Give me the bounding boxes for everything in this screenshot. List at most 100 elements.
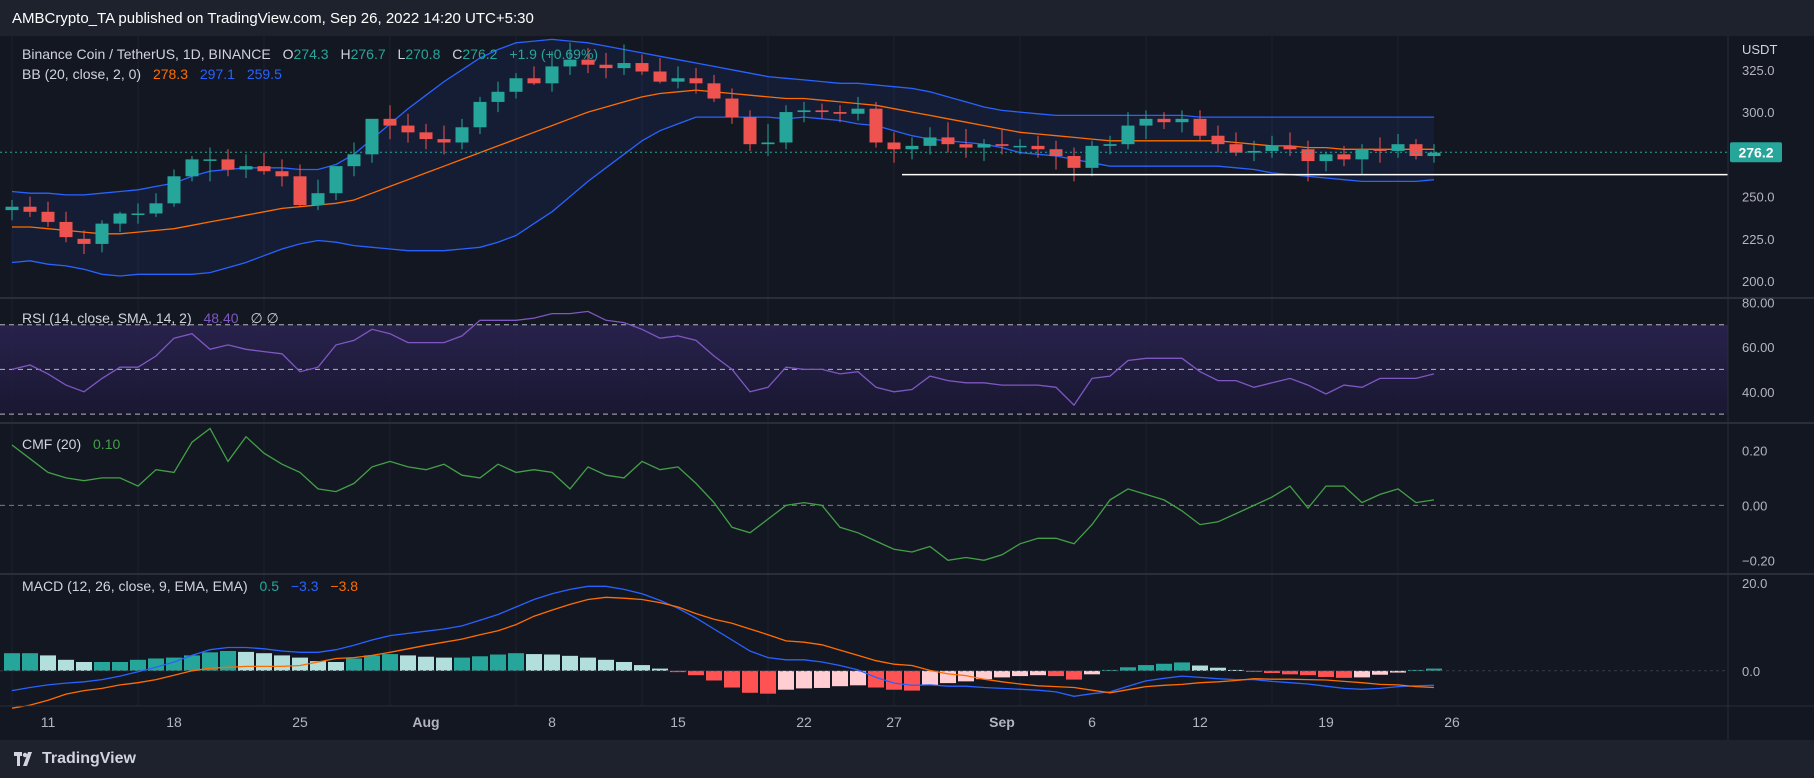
price-tick: 250.0 xyxy=(1742,190,1775,205)
rsi-line xyxy=(11,310,1435,407)
macd-signal-line xyxy=(11,596,1435,709)
macd-hist-bar xyxy=(868,670,884,688)
macd-hist-bar xyxy=(904,670,920,691)
macd-hist-bar xyxy=(724,670,740,688)
macd-hist-bar xyxy=(1426,668,1442,671)
candle-body xyxy=(581,59,595,65)
symbol-name: Binance Coin / TetherUS, 1D, BINANCE xyxy=(22,46,271,62)
macd-hist-bar xyxy=(76,662,92,671)
cmf-axis[interactable]: 0.20 0.00 −0.20 xyxy=(1742,443,1775,568)
time-axis[interactable]: 11 18 25 Aug 8 15 22 27 Sep 6 12 19 26 xyxy=(41,714,1460,730)
macd-lines xyxy=(0,585,1728,709)
time-tick: 27 xyxy=(886,714,902,730)
macd-hist-bar xyxy=(58,659,74,671)
candle-body xyxy=(1121,125,1135,145)
macd-hist-bar xyxy=(1282,670,1298,675)
candle-body xyxy=(329,166,343,194)
candle-body xyxy=(851,108,865,114)
candle-body xyxy=(1337,154,1351,160)
macd-hist-bar xyxy=(274,655,290,671)
macd-hist-bar xyxy=(1138,665,1154,671)
candle-body xyxy=(797,110,811,113)
candle-body xyxy=(635,63,649,72)
macd-legend[interactable]: MACD (12, 26, close, 9, EMA, EMA) 0.5 −3… xyxy=(22,578,358,594)
macd-hist-bar xyxy=(634,665,650,671)
price-tick: 325.0 xyxy=(1742,63,1775,78)
rsi-legend[interactable]: RSI (14, close, SMA, 14, 2) 48.40 ∅ ∅ xyxy=(22,310,279,326)
macd-hist-bar xyxy=(112,662,128,671)
candle-body xyxy=(1355,149,1369,160)
candle-body xyxy=(1211,135,1225,145)
low-value: 270.8 xyxy=(405,46,440,62)
candle-body xyxy=(437,139,451,143)
candle-body xyxy=(815,110,829,113)
macd-tick: 20.0 xyxy=(1742,576,1767,591)
macd-hist-bar xyxy=(22,653,38,671)
candle-body xyxy=(203,159,217,161)
tradingview-icon xyxy=(14,752,32,766)
macd-hist-bar xyxy=(850,670,866,686)
candle-body xyxy=(167,176,181,204)
macd-hist-bar xyxy=(508,653,524,671)
rsi-extra: ∅ ∅ xyxy=(250,310,278,326)
time-tick: 6 xyxy=(1088,714,1096,730)
macd-axis[interactable]: 20.0 0.0 xyxy=(1742,576,1767,679)
bb-basis-value: 278.3 xyxy=(153,66,188,82)
symbol-legend[interactable]: Binance Coin / TetherUS, 1D, BINANCE O27… xyxy=(22,46,598,82)
macd-hist-bar xyxy=(544,654,560,671)
high-label: H xyxy=(340,46,350,62)
price-axis[interactable]: 325.0 300.0 250.0 225.0 200.0 xyxy=(1742,63,1775,289)
bb-upper-value: 297.1 xyxy=(200,66,235,82)
candle-body xyxy=(617,63,631,69)
cmf-legend[interactable]: CMF (20) 0.10 xyxy=(22,436,120,452)
publisher-line: AMBCrypto_TA published on TradingView.co… xyxy=(12,10,534,27)
rsi-axis[interactable]: 80.00 60.00 40.00 xyxy=(1742,295,1775,399)
svg-text:CMF (20) 0.10: CMF (20) 0.10 xyxy=(22,436,120,452)
macd-hist-bar xyxy=(1210,667,1226,671)
open-value: 274.3 xyxy=(294,46,329,62)
macd-hist-bar xyxy=(382,654,398,671)
candle-body xyxy=(113,213,127,224)
candle-body xyxy=(1229,144,1243,153)
macd-hist-bar xyxy=(778,670,794,690)
candle-body xyxy=(1139,118,1153,126)
candle-body xyxy=(1157,118,1171,123)
chart-area[interactable]: 325.0 300.0 250.0 225.0 200.0 USDT 276.2 80.… xyxy=(0,36,1814,740)
macd-hist-value: 0.5 xyxy=(260,578,280,594)
macd-hist-bar xyxy=(292,657,308,671)
macd-hist-bar xyxy=(436,657,452,671)
time-tick: 25 xyxy=(292,714,308,730)
candle-body xyxy=(545,66,559,84)
candle-body xyxy=(779,112,793,143)
macd-line-value: −3.3 xyxy=(291,578,319,594)
candle-body xyxy=(1067,156,1081,168)
rsi-label: RSI (14, close, SMA, 14, 2) xyxy=(22,310,192,326)
time-tick: 11 xyxy=(41,714,56,730)
candle-body xyxy=(761,142,775,145)
candle-body xyxy=(599,64,613,69)
macd-hist-bar xyxy=(256,653,272,671)
candle-body xyxy=(1409,144,1423,157)
macd-hist-bar xyxy=(1336,670,1352,678)
candle-body xyxy=(401,125,415,133)
candle-body xyxy=(1175,118,1189,123)
macd-hist-bar xyxy=(328,662,344,671)
candle-body xyxy=(1013,145,1027,148)
macd-hist-bar xyxy=(526,654,542,671)
bb-band-fill xyxy=(12,39,1434,277)
macd-histogram xyxy=(4,651,1442,694)
macd-hist-bar xyxy=(670,670,686,673)
bb-basis-line xyxy=(12,89,1434,235)
candle-body xyxy=(725,98,739,118)
svg-text:BB (20, close, 2, 0) 278: BB (20, close, 2, 0) 278.3 297.1 259.5 xyxy=(22,66,282,82)
tradingview-logo[interactable]: TradingView xyxy=(14,750,136,768)
candle-body xyxy=(239,166,253,170)
candle-body xyxy=(311,193,325,206)
candle-body xyxy=(977,144,991,148)
macd-hist-bar xyxy=(1354,670,1370,678)
macd-hist-bar xyxy=(418,656,434,671)
candle-body xyxy=(833,112,847,114)
macd-hist-bar xyxy=(1012,670,1028,677)
macd-hist-bar xyxy=(1084,670,1100,675)
